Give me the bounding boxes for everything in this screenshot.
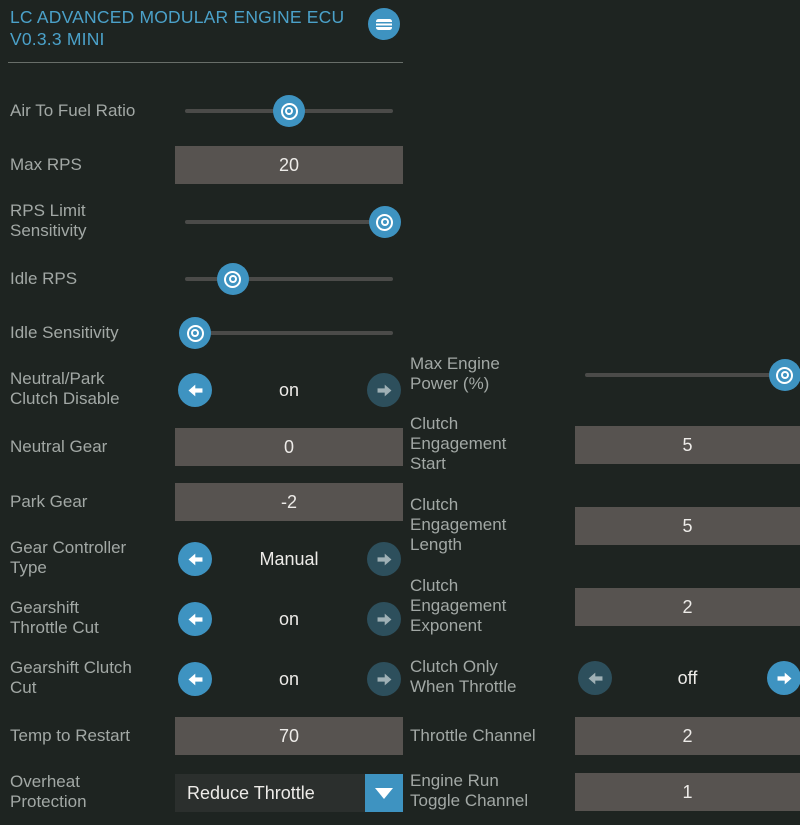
clutch-engagement-start-input[interactable]: 5 xyxy=(575,426,800,464)
arrow-right-icon xyxy=(377,613,391,625)
overheat-protection-label: Overheat Protection xyxy=(10,772,87,811)
idle-sensitivity-label: Idle Sensitivity xyxy=(10,323,119,342)
arrow-left-icon xyxy=(188,384,202,396)
gearshift-clutch-cut-label: Gearshift Clutch Cut xyxy=(10,658,132,697)
gearshift-throttle-cut-label: Gearshift Throttle Cut xyxy=(10,598,99,637)
temp-to-restart-input[interactable]: 70 xyxy=(175,717,403,755)
prev-option-button[interactable] xyxy=(178,662,212,696)
clutch-engagement-length-input[interactable]: 5 xyxy=(575,507,800,545)
header-divider xyxy=(8,62,403,63)
gearshift-clutch-cut-value: on xyxy=(278,668,300,689)
engine-run-toggle-channel-input[interactable]: 1 xyxy=(575,773,800,811)
arrow-left-icon xyxy=(188,553,202,565)
clutch-engagement-exponent-input[interactable]: 2 xyxy=(575,588,800,626)
air-to-fuel-ratio-slider[interactable] xyxy=(185,95,393,127)
rps-limit-sensitivity-label: RPS Limit Sensitivity xyxy=(10,201,87,240)
arrow-right-icon xyxy=(377,553,391,565)
slider-knob-icon[interactable] xyxy=(368,206,401,238)
clutch-only-when-throttle-value: off xyxy=(677,667,698,688)
neutral-gear-label: Neutral Gear xyxy=(10,437,108,456)
arrow-right-icon xyxy=(377,673,391,685)
max-engine-power-slider[interactable] xyxy=(585,359,800,391)
slider-knob-icon[interactable] xyxy=(179,317,212,349)
knob-ring-icon xyxy=(280,102,298,120)
neutral-gear-input[interactable]: 0 xyxy=(175,428,403,466)
rps-limit-sensitivity-slider[interactable] xyxy=(185,206,401,238)
clutch-engagement-length-label: Clutch Engagement Length xyxy=(410,495,507,554)
knob-ring-icon xyxy=(376,213,394,231)
arrow-left-icon xyxy=(188,673,202,685)
next-option-button[interactable] xyxy=(367,662,401,696)
prev-option-button[interactable] xyxy=(178,602,212,636)
arrow-right-icon xyxy=(377,384,391,396)
air-to-fuel-ratio-label: Air To Fuel Ratio xyxy=(10,101,136,120)
neutral-park-clutch-disable-value: on xyxy=(278,379,300,400)
microcontroller-icon xyxy=(368,8,400,40)
arrow-left-icon xyxy=(188,613,202,625)
max-engine-power-label: Max Engine Power (%) xyxy=(410,354,500,393)
engine-run-toggle-channel-label: Engine Run Toggle Channel xyxy=(410,771,529,810)
knob-ring-icon xyxy=(776,366,794,384)
clutch-only-when-throttle-label: Clutch Only When Throttle xyxy=(410,657,517,696)
arrow-left-icon xyxy=(588,672,602,684)
next-option-button[interactable] xyxy=(367,542,401,576)
next-option-button[interactable] xyxy=(367,373,401,407)
gear-controller-type-label: Gear Controller Type xyxy=(10,538,127,577)
knob-ring-icon xyxy=(186,324,204,342)
chip-glyph-icon xyxy=(376,18,392,30)
knob-ring-icon xyxy=(224,270,242,288)
idle-rps-label: Idle RPS xyxy=(10,269,78,288)
throttle-channel-label: Throttle Channel xyxy=(410,726,536,745)
temp-to-restart-label: Temp to Restart xyxy=(10,726,130,745)
clutch-engagement-start-label: Clutch Engagement Start xyxy=(410,414,507,473)
throttle-channel-input[interactable]: 2 xyxy=(575,717,800,755)
gear-controller-type-value: Manual xyxy=(259,548,319,569)
dropdown-expand-button[interactable] xyxy=(365,774,403,812)
slider-knob-icon[interactable] xyxy=(216,263,249,295)
overheat-protection-dropdown[interactable]: Reduce Throttle xyxy=(175,774,365,812)
next-option-button[interactable] xyxy=(367,602,401,636)
page-title: LC ADVANCED MODULAR ENGINE ECU V0.3.3 MI… xyxy=(10,7,345,49)
neutral-park-clutch-disable-label: Neutral/Park Clutch Disable xyxy=(10,369,120,408)
prev-option-button[interactable] xyxy=(178,542,212,576)
slider-knob-icon[interactable] xyxy=(273,95,305,127)
park-gear-input[interactable]: -2 xyxy=(175,483,403,521)
park-gear-label: Park Gear xyxy=(10,492,88,511)
chevron-down-icon xyxy=(375,787,393,799)
idle-rps-slider[interactable] xyxy=(185,263,393,295)
gearshift-throttle-cut-value: on xyxy=(278,608,300,629)
next-option-button[interactable] xyxy=(767,661,800,695)
max-rps-input[interactable]: 20 xyxy=(175,146,403,184)
arrow-right-icon xyxy=(777,672,791,684)
slider-knob-icon[interactable] xyxy=(768,359,800,391)
idle-sensitivity-slider[interactable] xyxy=(179,317,393,349)
max-rps-label: Max RPS xyxy=(10,155,82,174)
prev-option-button[interactable] xyxy=(178,373,212,407)
clutch-engagement-exponent-label: Clutch Engagement Exponent xyxy=(410,576,507,635)
prev-option-button[interactable] xyxy=(578,661,612,695)
